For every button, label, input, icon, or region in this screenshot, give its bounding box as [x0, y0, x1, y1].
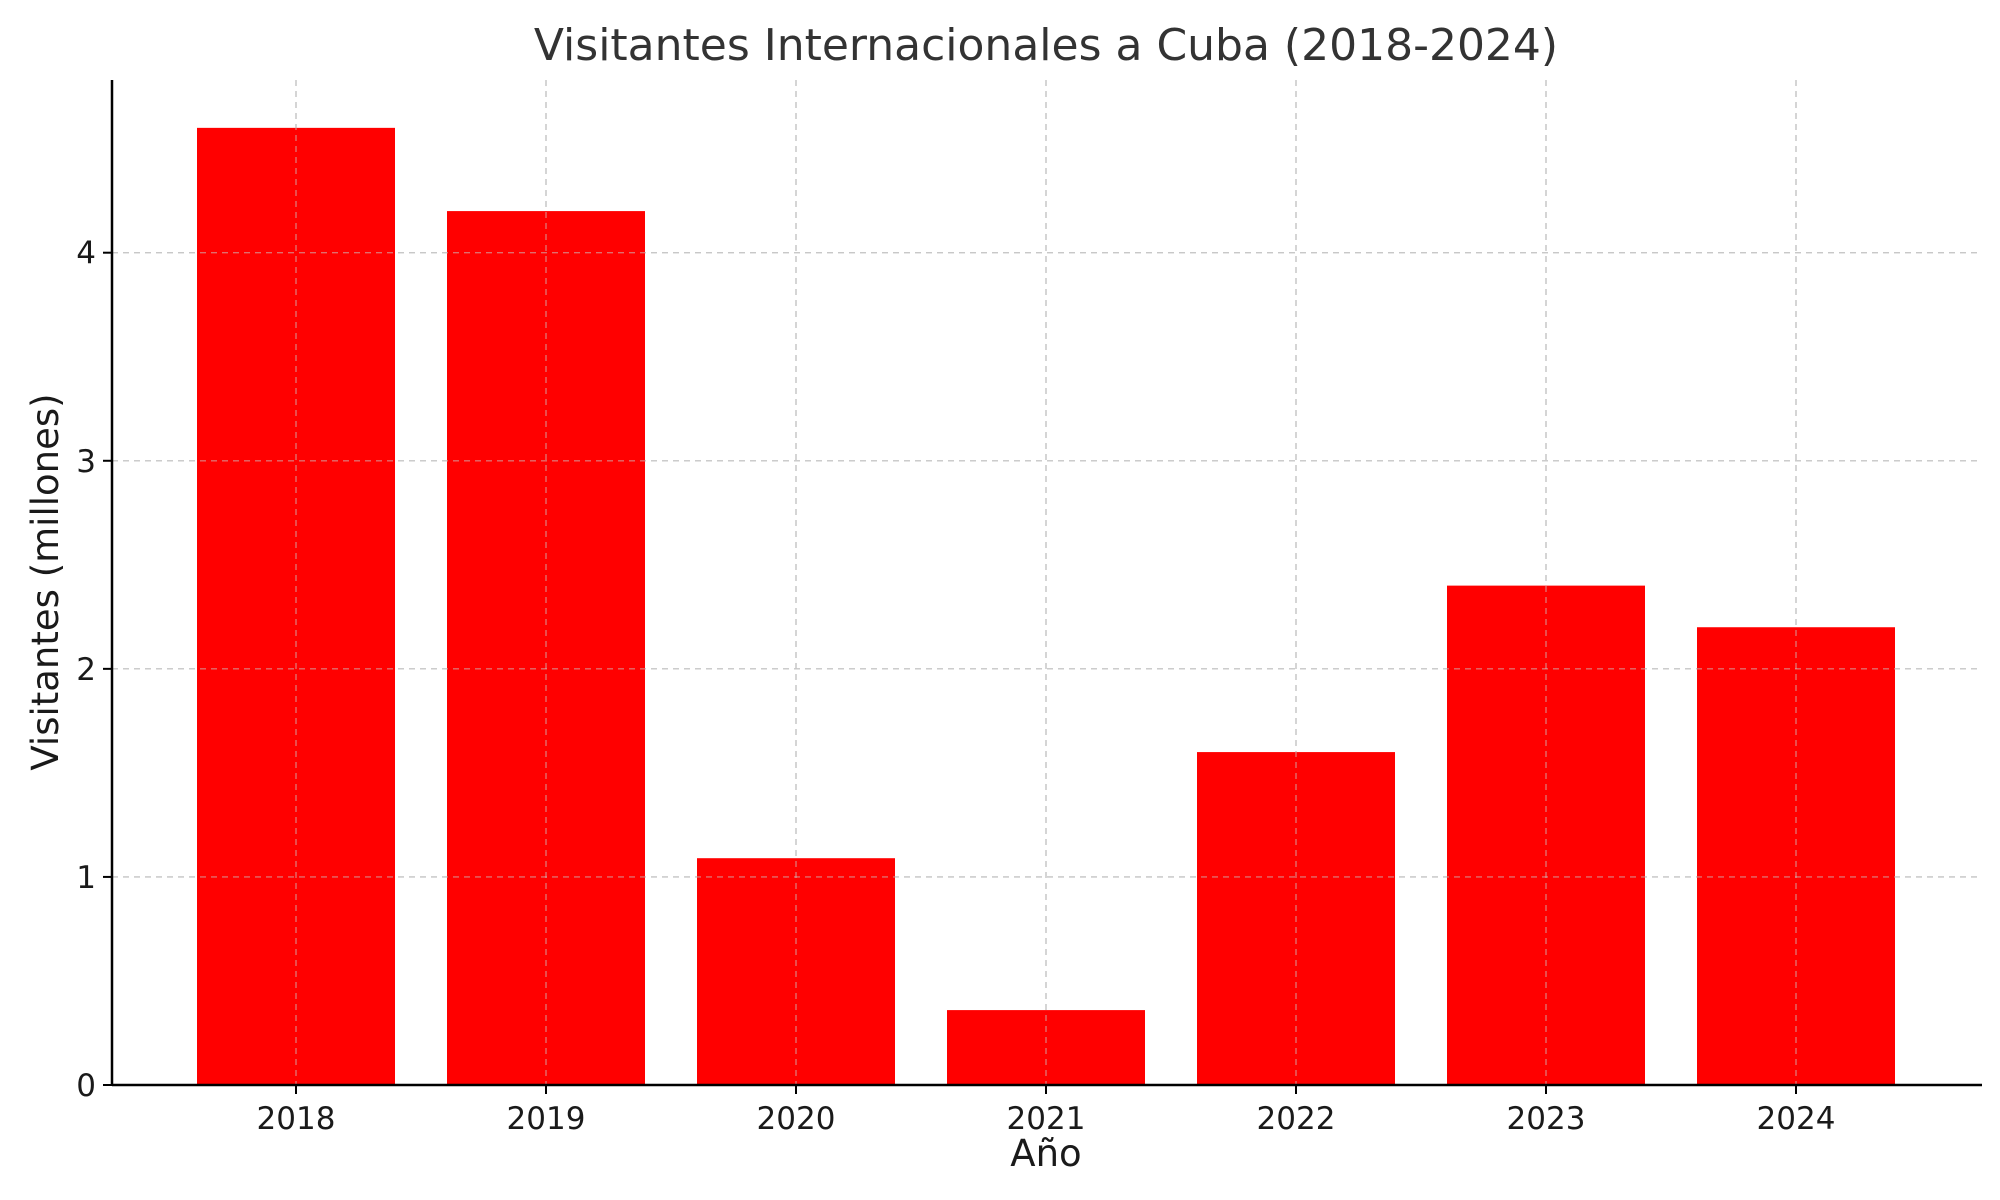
chart-title: Visitantes Internacionales a Cuba (2018-… [534, 20, 1558, 71]
y-tick-label: 3 [76, 444, 96, 480]
x-tick-label: 2023 [1507, 1101, 1586, 1137]
y-tick-label: 4 [76, 236, 96, 272]
x-tick-label: 2020 [757, 1101, 836, 1137]
bar-2018 [197, 127, 395, 1086]
bars [112, 80, 1982, 1086]
ticks: 0 1 2 3 4 2018 2019 2020 2021 2022 2023 2024 [76, 236, 1835, 1137]
x-tick-label: 2022 [1257, 1101, 1336, 1137]
x-tick-label: 2021 [1007, 1101, 1086, 1137]
y-axis-label: Visitantes (millones) [24, 393, 67, 770]
x-tick-label: 2019 [507, 1101, 586, 1137]
y-tick-label: 2 [76, 652, 96, 688]
y-tick-label: 1 [76, 860, 96, 896]
y-tick-label: 0 [76, 1068, 96, 1104]
x-axis-label: Año [1010, 1132, 1081, 1175]
x-tick-label: 2024 [1757, 1101, 1836, 1137]
bar-2023 [1447, 585, 1645, 1085]
x-tick-label: 2018 [257, 1101, 336, 1137]
